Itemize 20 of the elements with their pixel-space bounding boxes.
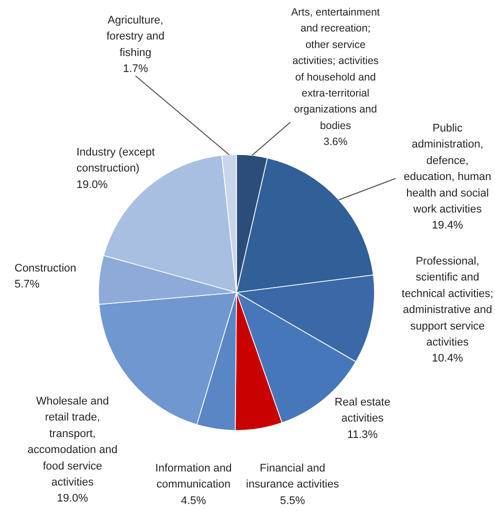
data-label: 11.3% (347, 428, 378, 441)
slice-label: Public administration, defence, education, human health and social work activities (404, 122, 492, 216)
slice-label: Arts, entertainment and recreation; other service activities; activities of household and extra-territorial organizations and bodies (291, 6, 380, 132)
slice-label: Real estate activities (334, 396, 390, 425)
slice-label: Wholesale and retail trade, transport, accomodation and food service activities (28, 396, 118, 488)
slice-label: Information and communication (155, 462, 232, 491)
slice-label: Agriculture, forestry and fishing (106, 14, 165, 59)
data-label: 10.4% (432, 352, 464, 365)
data-label: 19.4% (432, 220, 464, 232)
data-label: 19.0% (56, 492, 88, 505)
data-label: 3.6% (324, 136, 348, 148)
data-label: 5.5% (280, 494, 306, 507)
slice-label: Professional, scientific and technical activities; administrative and support service activities (402, 256, 494, 348)
slice-label: Industry (except construction) (76, 146, 155, 175)
slice-label: Construction (14, 262, 76, 274)
data-label: 5.7% (14, 278, 40, 291)
data-label: 1.7% (122, 63, 148, 76)
data-label: 19.0% (76, 178, 108, 191)
data-label: 4.5% (180, 494, 206, 507)
slice-label: Financial and insurance activities (246, 462, 340, 491)
